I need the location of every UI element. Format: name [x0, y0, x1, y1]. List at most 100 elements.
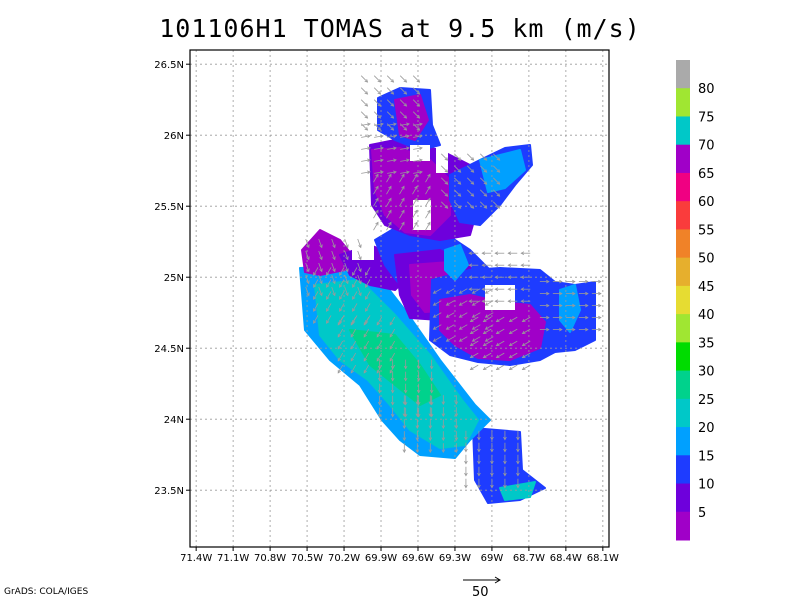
wind-vector: [357, 238, 362, 249]
wind-vector: [390, 407, 395, 418]
wind-vector: [458, 300, 468, 306]
wind-vector: [361, 122, 371, 127]
wind-vector: [402, 419, 407, 430]
wind-vector: [508, 328, 518, 335]
wind-vector: [432, 300, 442, 306]
wind-vector: [453, 153, 462, 161]
wind-vector: [399, 209, 405, 219]
wind-vector: [313, 315, 319, 324]
wind-vector: [337, 364, 344, 374]
wind-vector: [337, 316, 344, 326]
wind-vector: [503, 442, 507, 453]
wind-vector: [412, 123, 421, 131]
wind-vector: [492, 189, 501, 197]
colorbar-label: 55: [698, 223, 715, 238]
wind-vector: [412, 185, 418, 195]
wind-vector: [412, 221, 418, 231]
wind-vector: [469, 340, 479, 347]
wind-vector: [565, 327, 576, 332]
map-title: 101106H1 TOMAS at 9.5 km (m/s): [159, 14, 641, 43]
wind-vector: [508, 352, 518, 359]
wind-vector: [403, 383, 408, 394]
wind-vector: [373, 197, 379, 207]
wind-vector: [482, 340, 492, 347]
y-tick-label: 24N: [164, 415, 184, 426]
wind-vector: [429, 383, 434, 394]
wind-vector: [469, 316, 479, 323]
x-tick-label: 70.2W: [328, 553, 360, 564]
wind-vector: [387, 170, 397, 175]
wind-vector: [578, 279, 589, 284]
wind-vector: [415, 407, 420, 418]
wind-vector: [387, 158, 397, 163]
wind-vector: [360, 75, 369, 83]
wind-vector: [313, 267, 319, 276]
wind-vector: [400, 170, 410, 175]
x-tick-label: 69.3W: [439, 553, 471, 564]
wind-vector: [350, 364, 357, 374]
wind-vector: [344, 262, 349, 273]
wind-vector: [352, 291, 358, 300]
colorbar-segment: [676, 314, 690, 343]
wind-vector: [403, 371, 408, 382]
wind-vector: [357, 250, 362, 261]
wind-vector: [445, 312, 455, 318]
wind-vector: [386, 197, 392, 207]
colorbar-label: 45: [698, 280, 715, 295]
wind-vector: [507, 287, 518, 291]
wind-vector: [565, 315, 576, 320]
colorbar-segment: [676, 285, 690, 315]
wind-vector: [464, 442, 468, 453]
colorbar-segment: [676, 455, 690, 485]
wind-vector: [479, 189, 488, 197]
wind-vector: [565, 303, 576, 308]
colorbar-segment: [676, 398, 690, 428]
wind-vector: [413, 170, 423, 175]
reference-vector-head: [494, 576, 501, 584]
wind-vector: [468, 287, 479, 291]
colorbar-segment: [676, 144, 690, 174]
wind-vector: [429, 359, 434, 370]
wind-vector: [413, 146, 423, 151]
colorbar-segment: [676, 116, 690, 146]
wind-vector: [365, 279, 371, 288]
wind-vector: [344, 274, 349, 285]
x-tick-label: 68.1W: [587, 553, 619, 564]
colorbar-label: 5: [698, 506, 706, 521]
wind-vector: [326, 279, 332, 288]
y-tick-label: 25N: [164, 273, 184, 284]
y-tick-label: 26.5N: [154, 60, 184, 71]
wind-vector: [539, 315, 550, 320]
wind-vector: [495, 352, 505, 359]
wind-vector: [376, 340, 383, 350]
wind-vector: [425, 185, 431, 195]
colorbar-label: 15: [698, 449, 715, 464]
wind-vector: [339, 267, 345, 276]
wind-vector: [521, 316, 531, 323]
wind-vector: [464, 454, 468, 465]
data-gap: [352, 238, 374, 260]
wind-vector: [428, 395, 433, 406]
wind-vector: [403, 359, 408, 370]
wind-vector: [432, 312, 442, 318]
wind-vector: [503, 466, 507, 477]
wind-vector: [458, 288, 468, 294]
wind-vector: [507, 263, 518, 267]
wind-vector: [477, 430, 481, 441]
wind-vector: [481, 299, 492, 303]
wind-vector: [399, 87, 408, 95]
colorbar-label: 10: [698, 478, 715, 493]
wind-vector: [326, 267, 332, 276]
wind-vector: [326, 303, 332, 312]
wind-vector: [318, 274, 323, 285]
wind-vector: [552, 315, 563, 320]
colorbar-label: 75: [698, 110, 715, 125]
wind-vector: [464, 478, 468, 489]
x-tick-label: 69.6W: [402, 553, 434, 564]
wind-vector: [386, 111, 395, 119]
wind-vector: [373, 123, 382, 131]
wind-vector: [402, 395, 407, 406]
wind-vector: [578, 291, 589, 296]
wind-vector: [494, 263, 505, 267]
